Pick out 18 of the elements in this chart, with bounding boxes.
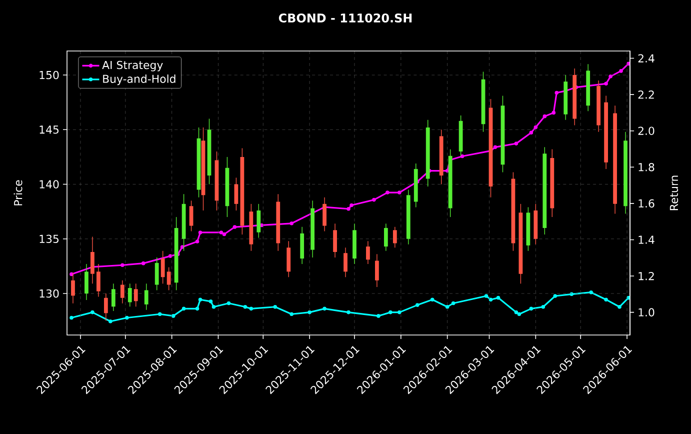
legend-label: Buy-and-Hold <box>103 74 176 86</box>
y-tick-label: 150 <box>40 70 59 80</box>
y2-tick-label: 1.8 <box>638 163 654 172</box>
y2-tick-label: 2.0 <box>638 126 654 135</box>
legend-label: AI Strategy <box>102 60 163 72</box>
y-tick-label: 135 <box>40 234 59 244</box>
y2-tick-label: 1.6 <box>638 199 654 208</box>
y2-tick-label: 1.2 <box>638 272 654 280</box>
y-tick-label: 140 <box>40 180 59 188</box>
y2-axis-title: Return <box>670 176 678 210</box>
y-tick-label: 145 <box>40 126 59 134</box>
chart-title: CBOND - 111020.SH <box>278 13 412 23</box>
y-axis-title: Price <box>14 180 22 206</box>
y-tick-label: 130 <box>40 289 59 298</box>
y2-tick-label: 1.0 <box>638 308 654 316</box>
y2-tick-label: 1.4 <box>638 236 654 244</box>
y2-tick-label: 2.4 <box>638 54 654 62</box>
y2-tick-label: 2.2 <box>638 90 654 99</box>
